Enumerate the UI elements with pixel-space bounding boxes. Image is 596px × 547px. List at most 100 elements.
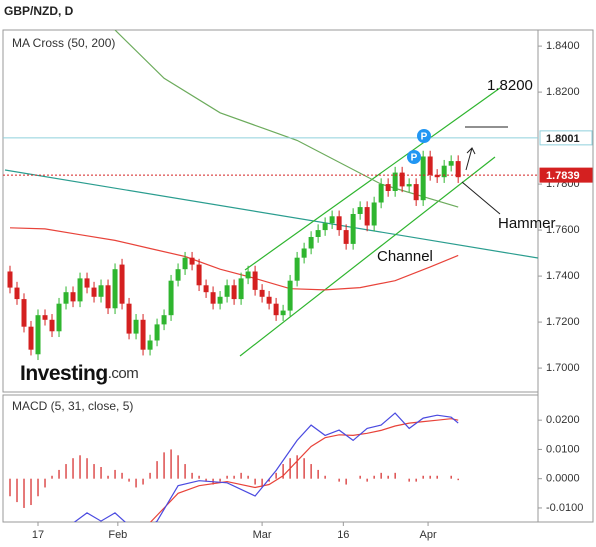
candle-body — [427, 156, 433, 175]
candle-body — [161, 315, 167, 325]
candle-body — [28, 326, 34, 350]
candle-body — [308, 236, 314, 249]
marker — [417, 129, 431, 143]
hammer-arrow — [461, 181, 501, 215]
candle-body — [280, 310, 286, 316]
macd-y-tick-label: 0.0000 — [546, 473, 580, 485]
candle-body — [105, 285, 111, 309]
macd-y-tick-label: -0.0100 — [546, 502, 583, 514]
candle-body — [196, 264, 202, 286]
main-plot — [3, 30, 538, 361]
logo-name: Investing — [20, 362, 108, 385]
candle-body — [434, 174, 440, 178]
candle-body — [315, 230, 321, 237]
candle-body — [413, 184, 419, 201]
price-level-label: 1.7839 — [546, 170, 580, 182]
main-panel — [2, 29, 539, 393]
marker-label: P — [411, 153, 418, 164]
candle-body — [119, 264, 125, 304]
candle-body — [147, 340, 153, 350]
candle-body — [252, 271, 258, 290]
drawings — [4, 87, 538, 357]
candle-body — [49, 319, 55, 332]
candle-body — [42, 315, 48, 320]
candle-body — [98, 285, 104, 297]
candle-body — [371, 202, 377, 226]
marker-label: P — [421, 132, 428, 143]
candle-body — [392, 172, 398, 191]
x-tick-label: 16 — [337, 529, 349, 541]
macd-y-tick-label: 0.0100 — [546, 443, 580, 455]
y-tick-label: 1.7000 — [546, 362, 580, 374]
macd-plot — [9, 412, 459, 522]
candle-body — [455, 161, 461, 178]
indicator-label: MA Cross (50, 200) — [12, 36, 115, 50]
candle-body — [133, 319, 139, 334]
moving-average — [114, 30, 459, 208]
candle-body — [399, 172, 405, 187]
candle-body — [224, 285, 230, 297]
candle-body — [406, 184, 412, 187]
candle-body — [420, 156, 426, 201]
signal-line — [149, 418, 459, 522]
macd-title: MACD (5, 31, close, 5) — [12, 399, 133, 413]
target-label: 1.8200 — [487, 77, 533, 94]
candle-body — [287, 280, 293, 311]
x-tick-label: Feb — [108, 529, 127, 541]
candle-body — [189, 257, 195, 265]
trend-line — [4, 169, 538, 259]
candle-body — [63, 292, 69, 304]
candle-body — [448, 161, 454, 166]
candle-body — [84, 278, 90, 288]
candle-body — [364, 207, 370, 226]
candle-body — [273, 303, 279, 316]
macd-panel — [2, 394, 539, 523]
candle-body — [343, 230, 349, 244]
y-tick-label: 1.8200 — [546, 86, 580, 98]
price-level-label: 1.8001 — [546, 133, 580, 145]
candle-body — [91, 287, 97, 297]
candle-body — [245, 271, 251, 279]
y-tick-label: 1.7200 — [546, 316, 580, 328]
candle-body — [238, 278, 244, 300]
candle-body — [385, 184, 391, 191]
macd-y-tick-label: 0.0200 — [546, 414, 580, 426]
candle-body — [182, 257, 188, 270]
candle-body — [441, 165, 447, 178]
candle-body — [112, 269, 118, 309]
candle-body — [294, 257, 300, 281]
candle-body — [154, 324, 160, 341]
up-arrow — [465, 147, 476, 171]
y-tick-label: 1.7600 — [546, 224, 580, 236]
logo-suffix: .com — [108, 365, 139, 382]
candle-body — [7, 271, 13, 288]
channel-lower — [239, 156, 496, 357]
channel-label: Channel — [377, 248, 433, 265]
candle-body — [357, 207, 363, 214]
candle-body — [21, 299, 27, 327]
candle-body — [322, 223, 328, 231]
candle-body — [217, 296, 223, 304]
candle-body — [350, 213, 356, 244]
candle-body — [301, 248, 307, 258]
price-level-box — [539, 130, 593, 146]
candle-body — [259, 289, 265, 297]
candle-body — [378, 184, 384, 203]
hammer-label: Hammer — [498, 215, 556, 232]
candle-body — [140, 319, 146, 350]
macd-line — [73, 412, 459, 522]
logo: Investing.com — [20, 362, 138, 385]
price-level-box — [539, 167, 593, 183]
moving-average — [9, 227, 459, 291]
candle-body — [175, 269, 181, 281]
x-tick-label: 17 — [32, 529, 44, 541]
y-tick-label: 1.8400 — [546, 40, 580, 52]
candle-body — [168, 280, 174, 316]
candle-body — [329, 216, 335, 224]
candle-body — [126, 303, 132, 334]
candle-body — [336, 216, 342, 231]
candle-body — [210, 292, 216, 304]
axes: 1.70001.72001.74001.76001.78001.82001.84… — [32, 40, 593, 541]
marker — [407, 150, 421, 164]
